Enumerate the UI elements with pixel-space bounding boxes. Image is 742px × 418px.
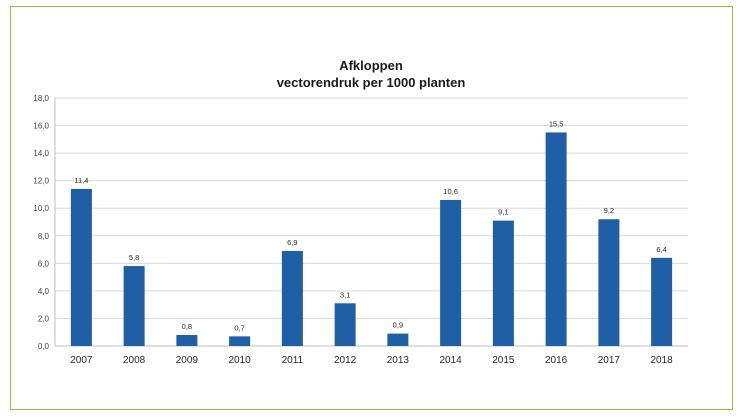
x-tick-label: 2015	[492, 355, 515, 366]
y-tick-label: 0,0	[38, 342, 50, 351]
x-tick-label: 2017	[598, 355, 621, 366]
x-tick-label: 2010	[229, 355, 252, 366]
bar	[440, 199, 462, 346]
x-tick-label: 2016	[545, 355, 568, 366]
data-label: 0,9	[393, 321, 403, 330]
x-tick-label: 2011	[282, 355, 304, 366]
y-tick-label: 12,0	[33, 177, 49, 186]
data-label: 3,1	[340, 290, 350, 299]
data-label: 10,6	[443, 187, 458, 196]
x-tick-label: 2018	[651, 355, 674, 366]
bar	[334, 303, 356, 346]
data-label: 15,5	[549, 119, 564, 128]
y-tick-label: 2,0	[38, 314, 50, 323]
data-label: 0,8	[182, 322, 192, 331]
data-label: 11,4	[74, 176, 88, 185]
y-tick-label: 4,0	[38, 287, 50, 296]
x-tick-label: 2012	[334, 355, 357, 366]
y-tick-label: 14,0	[33, 149, 49, 158]
x-tick-label: 2009	[176, 355, 199, 366]
bar	[598, 219, 620, 346]
x-tick-label: 2014	[440, 355, 463, 366]
bar	[545, 132, 567, 346]
data-label: 5,8	[129, 253, 139, 262]
data-label: 6,9	[287, 238, 297, 247]
y-tick-label: 16,0	[33, 122, 49, 131]
bar	[176, 334, 198, 346]
chart-subtitle: vectorendruk per 1000 planten	[276, 75, 466, 90]
bar	[387, 333, 409, 346]
y-tick-label: 10,0	[33, 204, 49, 213]
bar	[281, 250, 303, 346]
y-tick-label: 8,0	[38, 232, 50, 241]
data-label: 9,2	[604, 206, 614, 215]
x-tick-label: 2013	[387, 355, 410, 366]
x-tick-label: 2008	[123, 355, 146, 366]
y-tick-label: 6,0	[38, 259, 50, 268]
bar	[492, 220, 514, 346]
chart-title: Afkloppen	[339, 58, 403, 73]
x-tick-label: 2007	[70, 355, 93, 366]
data-label: 6,4	[656, 245, 666, 254]
bar	[123, 266, 145, 346]
bar	[229, 336, 251, 346]
bar	[651, 257, 673, 346]
data-label: 9,1	[498, 208, 508, 217]
bar	[70, 188, 92, 346]
data-label: 0,7	[234, 323, 244, 332]
y-tick-label: 18,0	[33, 94, 49, 103]
